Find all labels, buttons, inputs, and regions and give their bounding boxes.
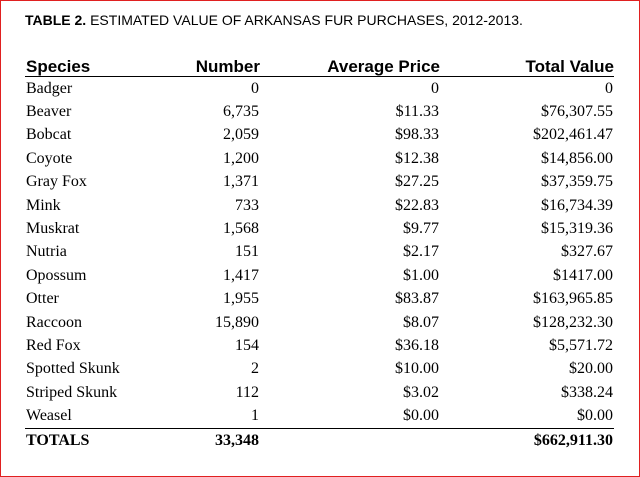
totals-average-price	[260, 427, 440, 453]
cell-average-price: $12.38	[395, 149, 439, 167]
cell-number: 0	[251, 79, 259, 97]
cell-average-price: $98.33	[395, 126, 439, 144]
cell-number: 1,417	[223, 266, 259, 284]
cell-species: Muskrat	[26, 220, 80, 238]
table-row: Spotted Skunk 2 $10.00 $20.00	[25, 358, 614, 381]
table-title: TABLE 2. ESTIMATED VALUE OF ARKANSAS FUR…	[25, 12, 523, 28]
table-row: Beaver 6,735 $11.33 $76,307.55	[25, 100, 614, 123]
table-row: Mink 733 $22.83 $16,734.39	[25, 194, 614, 217]
cell-number: 2	[251, 360, 259, 378]
cell-number: 112	[235, 383, 259, 401]
cell-average-price: $36.18	[395, 336, 439, 354]
cell-average-price: $11.33	[395, 103, 439, 121]
cell-number: 6,735	[223, 103, 259, 121]
fur-purchases-table: Species Number Average Price Total Value…	[25, 55, 614, 453]
cell-number: 151	[235, 243, 259, 261]
cell-number: 1,955	[223, 290, 259, 308]
cell-average-price: $27.25	[395, 173, 439, 191]
cell-species: Weasel	[26, 407, 72, 425]
table-row: Otter 1,955 $83.87 $163,965.85	[25, 288, 614, 311]
cell-total-value: $76,307.55	[541, 103, 613, 121]
cell-species: Gray Fox	[26, 173, 87, 191]
cell-average-price: $9.77	[403, 220, 439, 238]
cell-average-price: $10.00	[395, 360, 439, 378]
table-row: Weasel 1 $0.00 $0.00	[25, 404, 614, 428]
cell-species: Raccoon	[26, 313, 82, 331]
cell-total-value: $5,571.72	[549, 336, 613, 354]
cell-total-value: $0.00	[577, 407, 613, 425]
cell-average-price: $22.83	[395, 196, 439, 214]
cell-average-price: $3.02	[403, 383, 439, 401]
table-title-text: ESTIMATED VALUE OF ARKANSAS FUR PURCHASE…	[90, 12, 523, 28]
cell-species: Bobcat	[26, 126, 72, 144]
cell-species: Beaver	[26, 103, 72, 121]
cell-total-value: $338.24	[561, 383, 613, 401]
totals-number: 33,348	[175, 427, 260, 453]
cell-number: 1,200	[223, 149, 259, 167]
cell-total-value: $1417.00	[553, 266, 613, 284]
header-number: Number	[175, 55, 260, 77]
cell-number: 1	[251, 407, 259, 425]
table-row: Coyote 1,200 $12.38 $14,856.00	[25, 147, 614, 170]
cell-average-price: $2.17	[403, 243, 439, 261]
table-row: Striped Skunk 112 $3.02 $338.24	[25, 381, 614, 404]
cell-average-price: $0.00	[403, 407, 439, 425]
cell-species: Mink	[26, 196, 61, 214]
cell-species: Badger	[26, 79, 73, 97]
table-title-label: TABLE 2.	[25, 12, 87, 28]
table-row: Raccoon 15,890 $8.07 $128,232.30	[25, 311, 614, 334]
table-body: Badger 0 0 0 Beaver 6,735 $11.33 $76,307.55 Bobc…	[25, 77, 614, 429]
header-species: Species	[25, 55, 175, 77]
cell-average-price: $8.07	[403, 313, 439, 331]
table-row: Badger 0 0 0	[25, 77, 614, 101]
table-row: Opossum 1,417 $1.00 $1417.00	[25, 264, 614, 287]
cell-number: 733	[235, 196, 259, 214]
totals-total-value: $662,911.30	[440, 427, 614, 453]
table-row: Nutria 151 $2.17 $327.67	[25, 241, 614, 264]
cell-species: Opossum	[26, 266, 87, 284]
totals-row: TOTALS 33,348 $662,911.30	[25, 427, 614, 453]
cell-number: 1,568	[223, 220, 259, 238]
table-row: Red Fox 154 $36.18 $5,571.72	[25, 334, 614, 357]
cell-total-value: $37,359.75	[541, 173, 613, 191]
header-row: Species Number Average Price Total Value	[25, 55, 614, 77]
cell-total-value: 0	[605, 79, 613, 97]
table-row: Muskrat 1,568 $9.77 $15,319.36	[25, 217, 614, 240]
cell-species: Coyote	[26, 149, 73, 167]
cell-average-price: $1.00	[403, 266, 439, 284]
cell-total-value: $14,856.00	[541, 149, 613, 167]
header-average-price: Average Price	[260, 55, 440, 77]
cell-number: 1,371	[223, 173, 259, 191]
cell-species: Spotted Skunk	[26, 360, 120, 378]
cell-total-value: $15,319.36	[541, 220, 613, 238]
cell-average-price: $83.87	[395, 290, 439, 308]
cell-species: Otter	[26, 290, 59, 308]
table-row: Gray Fox 1,371 $27.25 $37,359.75	[25, 171, 614, 194]
table-row: Bobcat 2,059 $98.33 $202,461.47	[25, 124, 614, 147]
totals-label: TOTALS	[25, 427, 175, 453]
cell-total-value: $327.67	[561, 243, 613, 261]
cell-total-value: $163,965.85	[533, 290, 613, 308]
cell-species: Striped Skunk	[26, 383, 118, 401]
cell-total-value: $20.00	[569, 360, 613, 378]
header-total-value: Total Value	[440, 55, 614, 77]
cell-total-value: $16,734.39	[541, 196, 613, 214]
cell-number: 154	[235, 336, 259, 354]
cell-species: Red Fox	[26, 336, 81, 354]
cell-total-value: $202,461.47	[533, 126, 613, 144]
cell-number: 2,059	[223, 126, 259, 144]
cell-total-value: $128,232.30	[533, 313, 613, 331]
cell-average-price: 0	[431, 79, 439, 97]
cell-number: 15,890	[215, 313, 259, 331]
cell-species: Nutria	[26, 243, 67, 261]
